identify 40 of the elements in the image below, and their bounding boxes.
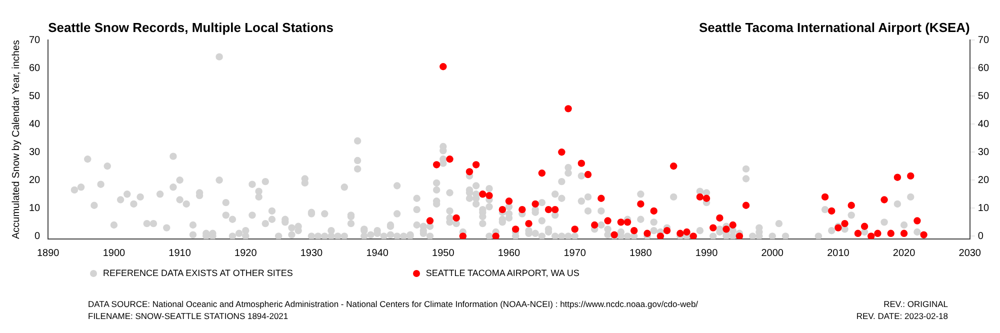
- legend-label: SEATTLE TACOMA AIRPORT, WA US: [426, 268, 580, 278]
- y2-tick-label: 70: [978, 34, 990, 46]
- y-tick-label: 40: [29, 118, 41, 130]
- legend-label: REFERENCE DATA EXISTS AT OTHER SITES: [103, 268, 293, 278]
- y-tick-label: 0: [34, 230, 41, 242]
- y-tick-label: 70: [29, 34, 41, 46]
- y-tick-label: 20: [29, 174, 41, 186]
- x-tick-label: 1930: [300, 248, 324, 259]
- x-tick-label: 2030: [958, 248, 982, 259]
- x-tick-label: 1920: [234, 248, 258, 259]
- text: REV.: ORIGINAL: [882, 298, 948, 310]
- y2-tick-label: 20: [978, 174, 990, 186]
- x-tick-label: 2000: [761, 248, 784, 259]
- x-tick-label: 1900: [102, 248, 126, 259]
- x-tick-label: 2020: [892, 248, 916, 259]
- y-tick-label: 50: [29, 90, 41, 102]
- source-note: DATA SOURCE: National Oceanic and Atmospheric Administration - National Centers for Climate Information (NOAA-NCEI) : https://www.ncdc.noaa.gov/cdo-web/: [88, 298, 698, 310]
- x-tick-label: 1990: [695, 248, 718, 259]
- x-tick-label: 1910: [168, 248, 192, 259]
- y-tick-label: 10: [29, 202, 41, 214]
- text: FILENAME: SNOW-SEATTLE STATIONS 1894-2021: [88, 310, 290, 322]
- x-tick-label: 1980: [630, 248, 652, 259]
- x-tick-label: 1950: [432, 248, 455, 259]
- x-tick-label: 1940: [366, 248, 389, 259]
- y2-tick-label: 40: [978, 118, 990, 130]
- x-tick-label: 2010: [827, 248, 850, 259]
- y-tick-label: 30: [29, 146, 41, 158]
- y-axis-title: Accumulated Snow by Calendar Year, inches: [10, 40, 22, 240]
- y2-tick-label: 60: [978, 62, 990, 74]
- y2-tick-label: 0: [978, 230, 984, 242]
- y2-tick-label: 50: [978, 90, 990, 102]
- x-tick-label: 1970: [564, 248, 586, 259]
- y-tick-label: 60: [29, 62, 41, 74]
- text: REV. DATE: 2023-02-18: [856, 310, 948, 322]
- x-tick-label: 1960: [498, 248, 521, 259]
- y2-tick-label: 10: [978, 202, 990, 214]
- chart-title: Seattle Snow Records, Multiple Local Stations: [48, 20, 334, 35]
- chart-subtitle: Seattle Tacoma International Airport (KSEA): [699, 20, 970, 35]
- x-tick-label: 1890: [37, 248, 60, 259]
- y2-tick-label: 30: [978, 146, 990, 158]
